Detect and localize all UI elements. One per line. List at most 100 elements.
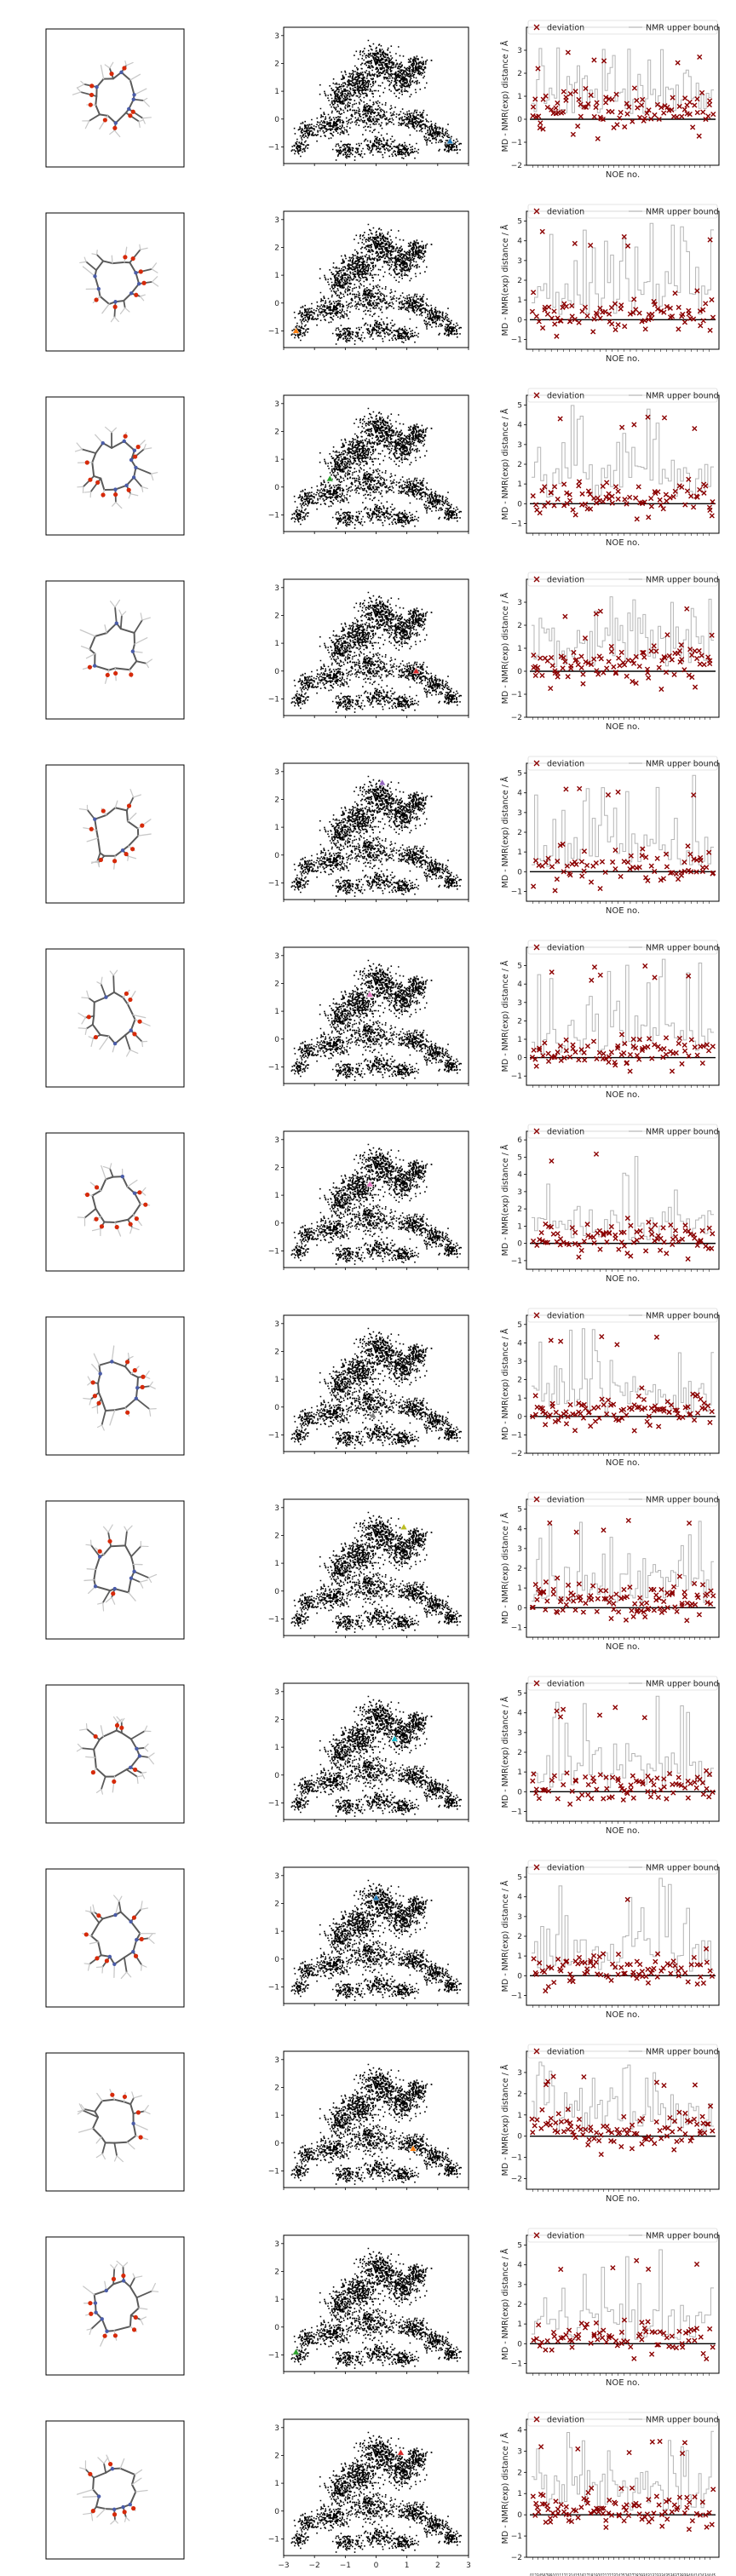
legend-deviation-marker bbox=[533, 1496, 540, 1503]
legend-bound-label: NMR upper bound bbox=[646, 944, 719, 953]
nitrogen-atom bbox=[113, 300, 118, 304]
side-bond bbox=[86, 1568, 96, 1571]
deviation-marker bbox=[576, 1242, 582, 1248]
deviation-marker bbox=[604, 665, 610, 671]
deviation-marker bbox=[543, 1579, 549, 1585]
highlight-marker bbox=[292, 326, 300, 334]
deviation-marker bbox=[549, 2347, 555, 2353]
deviation-marker bbox=[646, 515, 652, 520]
deviation-marker bbox=[608, 2334, 615, 2340]
deviation-marker bbox=[572, 1049, 578, 1055]
deviation-marker bbox=[647, 1794, 654, 1800]
deviation-marker bbox=[667, 495, 673, 501]
deviation-marker bbox=[664, 2516, 670, 2522]
legend: deviation NMR upper bound bbox=[527, 388, 719, 403]
deviation-marker bbox=[539, 487, 545, 494]
y-tick-label: 4 bbox=[517, 790, 522, 798]
y-tick-label: 4 bbox=[517, 1894, 522, 1902]
deviation-marker bbox=[603, 494, 609, 500]
deviation-marker bbox=[589, 1596, 595, 1602]
deviation-marker bbox=[641, 2326, 647, 2332]
deviation-marker bbox=[555, 1575, 561, 1581]
deviation-marker bbox=[550, 1586, 556, 1592]
deviation-marker bbox=[608, 1049, 614, 1055]
y-tick-label: −1 bbox=[268, 879, 279, 888]
oxygen-atom bbox=[138, 269, 143, 274]
legend-deviation-label: deviation bbox=[547, 2416, 584, 2425]
hydrogen-bond bbox=[90, 2512, 94, 2521]
deviation-marker bbox=[612, 326, 618, 333]
deviation-marker bbox=[620, 1797, 626, 1803]
deviation-marker bbox=[674, 2138, 680, 2145]
deviation-marker bbox=[692, 102, 698, 108]
deviation-marker bbox=[629, 1607, 635, 1613]
side-bond bbox=[137, 833, 152, 837]
hydrogen-bond bbox=[150, 472, 158, 474]
hydrogen-bond bbox=[116, 2260, 124, 2268]
side-bond bbox=[113, 301, 117, 319]
backbone-bond bbox=[102, 260, 114, 265]
hydrogen-bond bbox=[141, 617, 151, 621]
deviation-marker bbox=[549, 1777, 555, 1784]
deviation-marker bbox=[606, 2510, 612, 2516]
deviation-marker bbox=[652, 1238, 658, 1244]
deviation-marker bbox=[609, 321, 615, 327]
deviation-marker bbox=[648, 495, 654, 502]
side-bond bbox=[135, 660, 147, 664]
deviation-marker bbox=[658, 502, 664, 508]
y-tick-label: 2 bbox=[274, 2084, 279, 2092]
deviation-marker bbox=[709, 296, 715, 303]
deviation-marker bbox=[536, 1796, 542, 1802]
deviation-marker bbox=[544, 1239, 550, 1245]
hydrogen-bond bbox=[107, 1524, 113, 1533]
oxygen-atom bbox=[96, 1400, 101, 1406]
y-tick-label: 3 bbox=[274, 1136, 279, 1145]
deviation-marker bbox=[591, 1779, 597, 1785]
nitrogen-atom bbox=[132, 93, 136, 97]
hydrogen-bond bbox=[113, 2263, 118, 2269]
deviation-marker bbox=[628, 853, 634, 859]
deviation-marker bbox=[710, 314, 716, 320]
y-tick-label: 0 bbox=[517, 2511, 522, 2520]
deviation-marker bbox=[621, 233, 627, 240]
y-axis-label: MD - NMR(exp) distance / Å bbox=[500, 1512, 510, 1624]
hydrogen-bond bbox=[141, 118, 146, 124]
hydrogen-bond bbox=[76, 87, 82, 93]
deviation-marker bbox=[699, 1780, 706, 1785]
deviation-marker bbox=[704, 1403, 711, 1409]
deviation-marker bbox=[572, 1229, 578, 1235]
deviation-marker bbox=[536, 113, 542, 119]
backbone-bond bbox=[91, 451, 97, 463]
deviation-marker bbox=[591, 1405, 597, 1412]
deviation-marker bbox=[704, 1600, 710, 1606]
deviation-marker bbox=[543, 2347, 549, 2353]
y-tick-label: −1 bbox=[511, 2360, 522, 2368]
deviation-marker bbox=[566, 497, 573, 503]
legend: deviation NMR upper bound bbox=[527, 204, 719, 219]
y-tick-label: 1 bbox=[274, 2296, 279, 2304]
molecule-panel bbox=[45, 1684, 185, 1824]
deviation-marker bbox=[669, 1068, 676, 1074]
deviation-marker bbox=[578, 2504, 584, 2510]
hydrogen-bond bbox=[151, 281, 159, 287]
y-tick-label: −1 bbox=[268, 1063, 279, 1072]
deviation-marker bbox=[531, 883, 537, 889]
side-bond bbox=[133, 1570, 150, 1579]
deviation-marker bbox=[643, 875, 649, 881]
deviation-marker bbox=[682, 2330, 689, 2336]
y-tick-label: −2 bbox=[511, 1450, 522, 1458]
deviation-marker bbox=[576, 96, 582, 103]
deviation-marker bbox=[645, 1774, 651, 1780]
deviation-marker bbox=[642, 1613, 648, 1620]
backbone-bond bbox=[129, 1755, 141, 1768]
hydrogen-bond bbox=[102, 1601, 105, 1612]
side-bond bbox=[99, 1035, 110, 1050]
molecule-frame bbox=[45, 1500, 185, 1640]
hydrogen-bond bbox=[129, 789, 135, 798]
deviation-marker bbox=[631, 422, 637, 428]
deviation-marker bbox=[686, 1053, 692, 1059]
deviation-marker bbox=[531, 653, 537, 658]
